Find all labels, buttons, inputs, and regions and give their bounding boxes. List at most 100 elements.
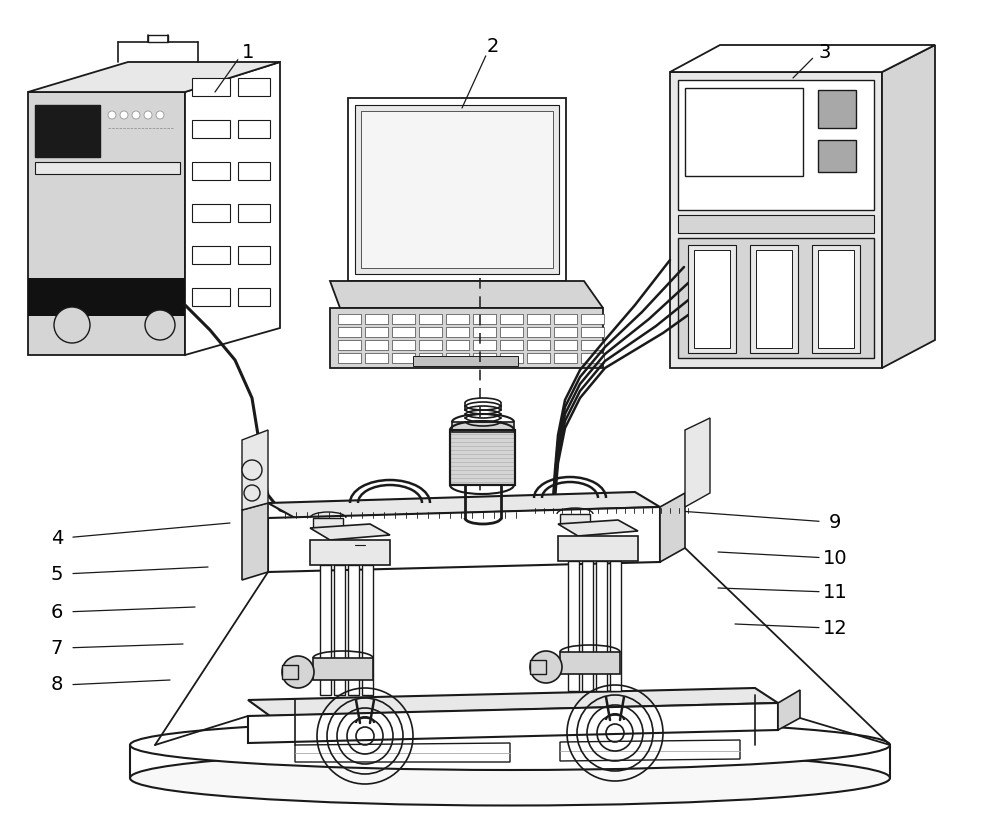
Bar <box>678 238 874 358</box>
Bar <box>818 140 856 172</box>
Bar <box>500 327 523 337</box>
Bar <box>192 162 230 180</box>
Bar <box>568 561 579 691</box>
Bar <box>678 80 874 210</box>
Bar <box>320 565 331 695</box>
Text: 3: 3 <box>819 43 831 62</box>
Bar <box>596 561 607 691</box>
Bar <box>419 314 442 324</box>
Bar <box>313 658 373 680</box>
Bar <box>238 120 270 138</box>
Bar <box>756 250 792 348</box>
Polygon shape <box>330 281 603 308</box>
Text: 10: 10 <box>823 549 847 568</box>
Bar <box>581 353 604 363</box>
Bar <box>392 340 415 350</box>
Bar <box>35 162 180 174</box>
Polygon shape <box>248 703 778 743</box>
Bar <box>446 327 469 337</box>
Circle shape <box>54 307 90 343</box>
Polygon shape <box>558 520 638 536</box>
Bar <box>694 250 730 348</box>
Bar <box>338 314 361 324</box>
Circle shape <box>156 111 164 119</box>
Bar <box>238 204 270 222</box>
Bar <box>35 105 100 157</box>
Bar <box>392 314 415 324</box>
Polygon shape <box>185 62 280 355</box>
Bar <box>581 327 604 337</box>
Polygon shape <box>330 308 603 368</box>
Bar <box>419 340 442 350</box>
Bar <box>238 246 270 264</box>
Bar <box>530 660 546 674</box>
Bar <box>582 561 593 691</box>
Polygon shape <box>560 740 740 761</box>
Text: 6: 6 <box>51 602 63 621</box>
Text: 2: 2 <box>487 37 499 56</box>
Bar <box>361 111 553 268</box>
Bar <box>473 353 496 363</box>
Bar <box>560 652 620 674</box>
Bar <box>192 78 230 96</box>
Bar <box>413 356 518 366</box>
Polygon shape <box>685 418 710 507</box>
Circle shape <box>144 111 152 119</box>
Bar <box>581 314 604 324</box>
Bar <box>560 514 590 524</box>
Bar <box>365 353 388 363</box>
Polygon shape <box>310 524 390 540</box>
Circle shape <box>120 111 128 119</box>
Circle shape <box>145 310 175 340</box>
Text: 8: 8 <box>51 676 63 695</box>
Text: 7: 7 <box>51 639 63 658</box>
Bar <box>310 540 390 565</box>
Bar <box>365 340 388 350</box>
Bar <box>392 353 415 363</box>
Polygon shape <box>268 492 660 518</box>
Bar <box>527 327 550 337</box>
Bar <box>313 518 343 528</box>
Bar <box>558 536 638 561</box>
Polygon shape <box>778 690 800 730</box>
Bar <box>500 353 523 363</box>
Bar <box>473 340 496 350</box>
Bar <box>581 340 604 350</box>
Bar <box>238 288 270 306</box>
Polygon shape <box>28 62 280 92</box>
Bar <box>554 327 577 337</box>
Polygon shape <box>348 98 566 281</box>
Bar <box>678 215 874 233</box>
Circle shape <box>242 460 262 480</box>
Bar <box>238 162 270 180</box>
Bar <box>450 430 515 485</box>
Bar <box>392 327 415 337</box>
Circle shape <box>282 656 314 688</box>
Bar <box>348 565 359 695</box>
Bar <box>554 340 577 350</box>
Bar <box>812 245 860 353</box>
Bar <box>238 78 270 96</box>
Ellipse shape <box>130 751 890 805</box>
Bar <box>282 665 298 679</box>
Bar <box>500 314 523 324</box>
Text: 11: 11 <box>823 582 847 601</box>
Bar <box>192 246 230 264</box>
Bar <box>419 327 442 337</box>
Text: 5: 5 <box>51 564 63 583</box>
Bar <box>192 288 230 306</box>
Bar <box>192 120 230 138</box>
Bar <box>28 278 185 316</box>
Polygon shape <box>268 507 660 572</box>
Bar <box>419 353 442 363</box>
Circle shape <box>244 485 260 501</box>
Bar <box>500 340 523 350</box>
Bar <box>688 245 736 353</box>
Bar <box>818 90 856 128</box>
Bar <box>365 314 388 324</box>
Bar <box>554 314 577 324</box>
Bar <box>446 353 469 363</box>
Bar <box>446 340 469 350</box>
Text: 4: 4 <box>51 529 63 548</box>
Bar <box>362 565 373 695</box>
